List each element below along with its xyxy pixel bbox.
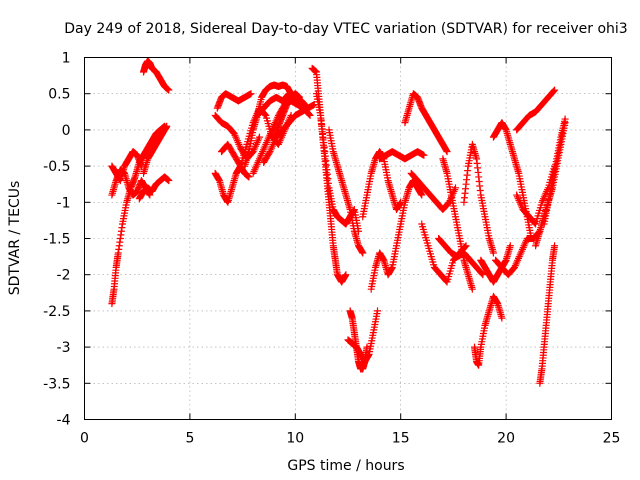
series-arc-22 xyxy=(367,177,426,293)
series-arc-35 xyxy=(513,86,559,134)
data-point xyxy=(245,173,253,181)
series-arc-33 xyxy=(492,227,544,279)
series-arc-28 xyxy=(435,235,487,279)
x-tick-label: 25 xyxy=(603,431,621,447)
data-point xyxy=(561,115,569,123)
y-tick-label: -4 xyxy=(57,413,71,429)
series-arc-31 xyxy=(477,242,514,286)
x-tick-label: 0 xyxy=(80,431,89,447)
data-point xyxy=(489,249,497,257)
y-tick-label: -3.5 xyxy=(43,376,70,392)
y-tick-label: -0.5 xyxy=(43,159,70,175)
data-point xyxy=(550,87,558,95)
series-arc-14 xyxy=(260,101,318,166)
y-tick-label: 1 xyxy=(62,51,71,67)
data-point xyxy=(261,111,269,119)
data-point xyxy=(296,93,304,101)
series-arc-30 xyxy=(470,292,506,369)
data-point xyxy=(420,151,428,159)
series-arc-23 xyxy=(376,148,428,163)
series-arc-15 xyxy=(270,90,304,141)
series-arc-4 xyxy=(135,173,173,203)
data-point xyxy=(551,86,559,94)
data-point xyxy=(342,271,350,279)
series-arc-8 xyxy=(213,90,255,112)
data-point xyxy=(247,90,255,98)
data-point xyxy=(255,133,263,141)
x-tick-label: 5 xyxy=(185,431,194,447)
data-point xyxy=(479,271,487,279)
x-axis-label: GPS time / hours xyxy=(287,458,404,474)
y-tick-labels: -4 -3.5 -3 -2.5 -2 -1.5 -1 -0.5 0 0.5 1 xyxy=(43,51,70,429)
data-point xyxy=(165,177,173,185)
data-point xyxy=(462,242,470,250)
data-point xyxy=(359,249,367,257)
y-tick-label: -3 xyxy=(57,340,71,356)
series-arc-5 xyxy=(140,57,173,94)
data-point xyxy=(163,122,171,130)
data-point xyxy=(468,285,476,293)
x-tick-label: 20 xyxy=(497,431,515,447)
series-arc-29 xyxy=(460,140,497,257)
grid-lines xyxy=(84,57,612,420)
y-tick-label: -2.5 xyxy=(43,304,70,320)
series-arc-7 xyxy=(211,162,253,206)
series-arc-27 xyxy=(439,155,476,293)
data-point xyxy=(165,86,173,94)
series-arc-36 xyxy=(536,242,559,387)
y-tick-label: -1.5 xyxy=(43,232,70,248)
y-tick-label: 0.5 xyxy=(48,87,70,103)
data-point xyxy=(551,242,559,250)
y-tick-label: -2 xyxy=(57,268,71,284)
series-arc-6 xyxy=(140,122,171,177)
x-tick-label: 10 xyxy=(286,431,304,447)
y-tick-label: 0 xyxy=(62,123,71,139)
series-arc-1 xyxy=(108,122,169,308)
series-arc-38 xyxy=(540,115,569,228)
data-point xyxy=(306,111,314,119)
y-tick-label: -1 xyxy=(57,195,71,211)
data-point xyxy=(418,191,426,199)
x-tick-labels: 0 5 10 15 20 25 xyxy=(80,431,620,447)
data-points xyxy=(108,57,569,387)
data-point xyxy=(443,148,451,156)
series-arc-32 xyxy=(489,119,535,242)
data-point xyxy=(305,111,313,119)
x-tick-label: 15 xyxy=(392,431,410,447)
data-point xyxy=(374,307,382,315)
data-point xyxy=(452,184,460,192)
data-point xyxy=(478,270,486,278)
series-arc-18 xyxy=(325,126,367,257)
data-point xyxy=(265,149,273,157)
data-point xyxy=(498,314,506,322)
data-point xyxy=(506,242,514,250)
series-arc-24 xyxy=(401,90,451,156)
axis-ticks xyxy=(84,57,612,420)
chart-title: Day 249 of 2018, Sidereal Day-to-day VTE… xyxy=(64,21,627,37)
series-arc-20 xyxy=(344,307,382,366)
series-arc-3 xyxy=(108,166,154,199)
y-axis-label: SDTVAR / TECUs xyxy=(7,181,23,296)
